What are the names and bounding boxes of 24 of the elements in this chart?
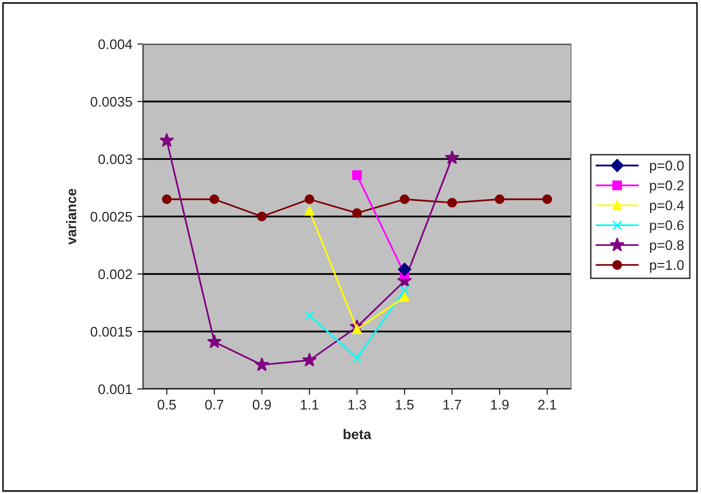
x-tick-label: 0.9 <box>252 400 271 410</box>
y-tick-label: 0.004 <box>98 39 132 50</box>
y-axis-title: variance <box>66 188 76 245</box>
y-tick-label: 0.0025 <box>90 212 132 222</box>
legend-label: p=0.2 <box>650 180 684 194</box>
y-tick-label: 0.001 <box>98 384 132 394</box>
legend-label: p=1.0 <box>650 260 684 273</box>
x-tick-label: 1.9 <box>491 400 509 410</box>
x-tick-label: 1.1 <box>300 400 318 410</box>
x-tick-label: 1.3 <box>348 400 366 410</box>
x-tick-label: 0.7 <box>205 400 224 410</box>
legend-label: p=0.4 <box>650 200 684 214</box>
x-tick-label: 1.7 <box>444 400 462 410</box>
y-tick-label: 0.002 <box>98 269 132 280</box>
legend-label: p=0.0 <box>650 160 684 174</box>
y-tick-label: 0.003 <box>98 154 132 164</box>
x-tick-label: 1.5 <box>396 400 414 410</box>
legend-label: p=0.8 <box>650 240 684 253</box>
x-tick-label: 0.5 <box>158 400 176 410</box>
legend-label: p=0.6 <box>650 220 684 233</box>
x-axis-title: beta <box>344 429 372 440</box>
y-tick-label: 0.0035 <box>90 96 132 107</box>
x-tick-label: 2.1 <box>538 400 556 410</box>
y-tick-label: 0.0015 <box>90 326 132 337</box>
